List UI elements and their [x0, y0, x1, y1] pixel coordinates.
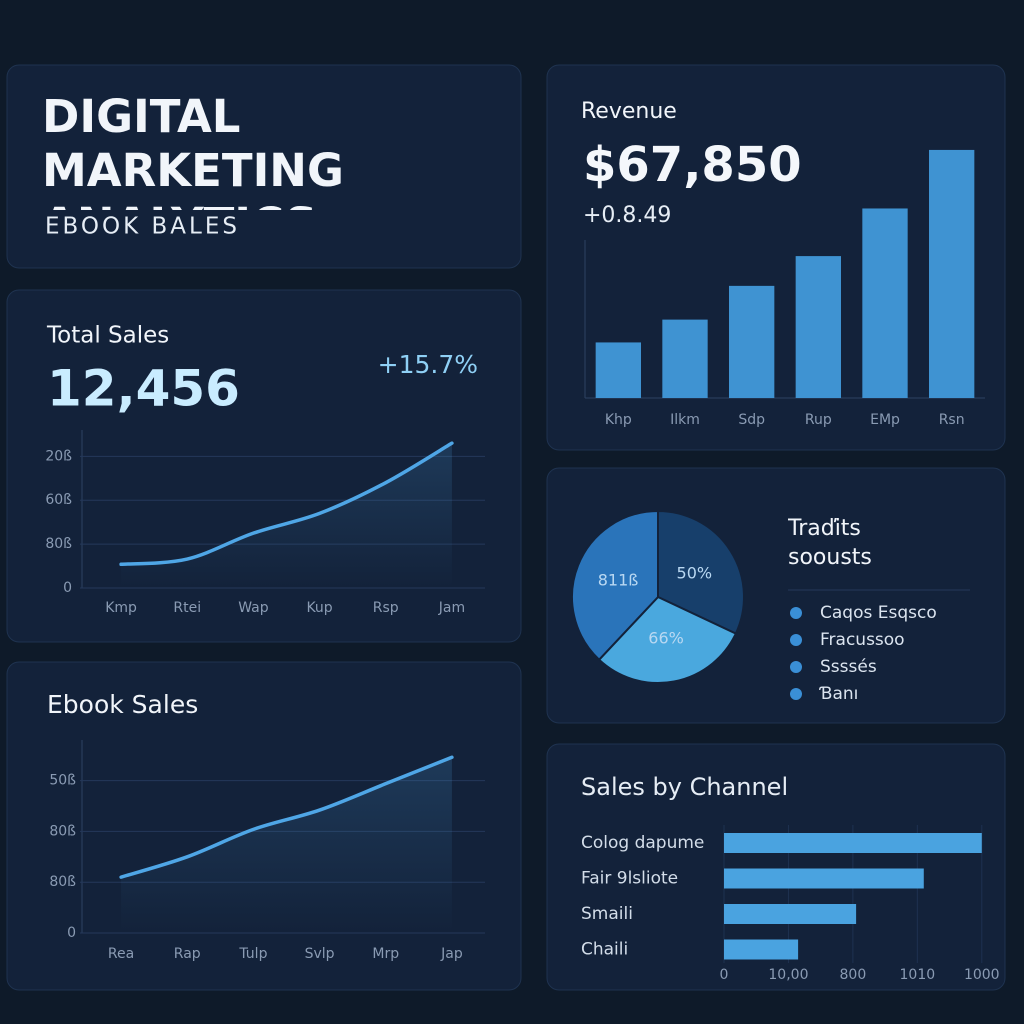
legend-dot — [790, 634, 802, 646]
x-tick-label: Kup — [306, 600, 332, 616]
x-tick-label: Svlp — [305, 946, 335, 962]
y-tick-label: 80ß — [49, 874, 76, 890]
bar — [724, 904, 857, 924]
y-tick-label: 80ß — [49, 823, 76, 839]
y-tick-label: 50ß — [49, 773, 76, 789]
y-tick-label: 20ß — [45, 448, 72, 464]
legend-label: Ssssés — [820, 657, 877, 677]
x-tick-label: 800 — [840, 967, 867, 983]
x-tick-label: 10,00 — [768, 967, 808, 983]
bar — [724, 868, 924, 889]
slice-label: 50% — [677, 563, 713, 582]
bar — [595, 342, 641, 398]
pie-title-box: Traďits soousts — [788, 516, 872, 570]
y-tick-label: 80ß — [45, 536, 72, 552]
x-tick-label: Jam — [438, 600, 465, 616]
x-tick-label: Jap — [440, 946, 463, 962]
x-tick-label: Rsn — [939, 412, 965, 428]
legend-dot — [790, 688, 802, 700]
kpi-value: $67,850 — [583, 137, 802, 193]
legend-dot — [790, 661, 802, 673]
bar — [724, 833, 982, 853]
kpi-value: 12,456 — [47, 360, 240, 418]
header-card — [6, 64, 522, 269]
legend-dot — [790, 607, 802, 619]
y-tick-label: 0 — [63, 580, 72, 596]
header-title-box: DIGITAL MARKETING ANALYTICS — [42, 90, 344, 210]
chart-title: Ebook Sales — [47, 690, 198, 719]
x-tick-label: Rea — [108, 946, 134, 962]
kpi-change: +0.8.49 — [583, 203, 671, 228]
chart-title: Sales by Channel — [581, 773, 788, 801]
y-tick-label: 0 — [67, 925, 76, 941]
bar — [724, 939, 799, 960]
chart-title: Revenue — [581, 99, 677, 124]
channel-card — [546, 743, 1006, 991]
line-area — [121, 757, 452, 933]
x-tick-label: Kmp — [105, 600, 137, 616]
category-label: Smaili — [581, 904, 633, 924]
legend-label: Fracussoo — [820, 630, 905, 650]
line-series — [119, 755, 454, 879]
x-tick-label: Wap — [238, 600, 269, 616]
x-tick-label: Tulp — [238, 946, 267, 962]
legend-label: Caqos Esqsco — [820, 603, 937, 623]
x-tick-label: 0 — [720, 967, 729, 983]
bar — [795, 256, 841, 398]
header-subtitle: EBOOK BALES — [45, 214, 240, 240]
x-tick-label: Rsp — [373, 600, 399, 616]
x-tick-label: Sdp — [738, 412, 765, 428]
pie-slice — [571, 509, 659, 662]
x-tick-label: EMp — [870, 412, 900, 428]
x-tick-label: 1010 — [900, 967, 936, 983]
bar — [729, 285, 775, 398]
pie-slice — [657, 509, 745, 635]
slice-label: 811ß — [598, 571, 639, 590]
chart-title: Total Sales — [46, 323, 169, 349]
category-label: Colog dapume — [581, 833, 704, 853]
kpi-change: +15.7% — [378, 350, 478, 379]
line-series — [119, 441, 454, 567]
slice-label: 66% — [648, 629, 684, 648]
line-area — [121, 443, 452, 588]
x-tick-label: 1000 — [964, 967, 1000, 983]
bar — [662, 319, 708, 398]
bar — [929, 149, 975, 398]
category-label: Fair 9lsliote — [581, 869, 678, 889]
y-tick-label: 60ß — [45, 492, 72, 508]
category-label: Chaili — [581, 940, 628, 960]
x-tick-label: Khp — [605, 412, 632, 428]
x-tick-label: Rup — [805, 412, 832, 428]
x-tick-label: Rtei — [173, 600, 201, 616]
x-tick-label: Ilkm — [670, 412, 700, 428]
bar — [862, 208, 908, 398]
header-title: DIGITAL MARKETING ANALYTICS — [42, 90, 344, 210]
x-tick-label: Mrp — [372, 946, 399, 962]
legend-label: Ɓanı — [819, 684, 858, 704]
chart-title: Traďits soousts — [788, 516, 872, 570]
pie-slice — [597, 595, 738, 684]
x-tick-label: Rap — [174, 946, 201, 962]
